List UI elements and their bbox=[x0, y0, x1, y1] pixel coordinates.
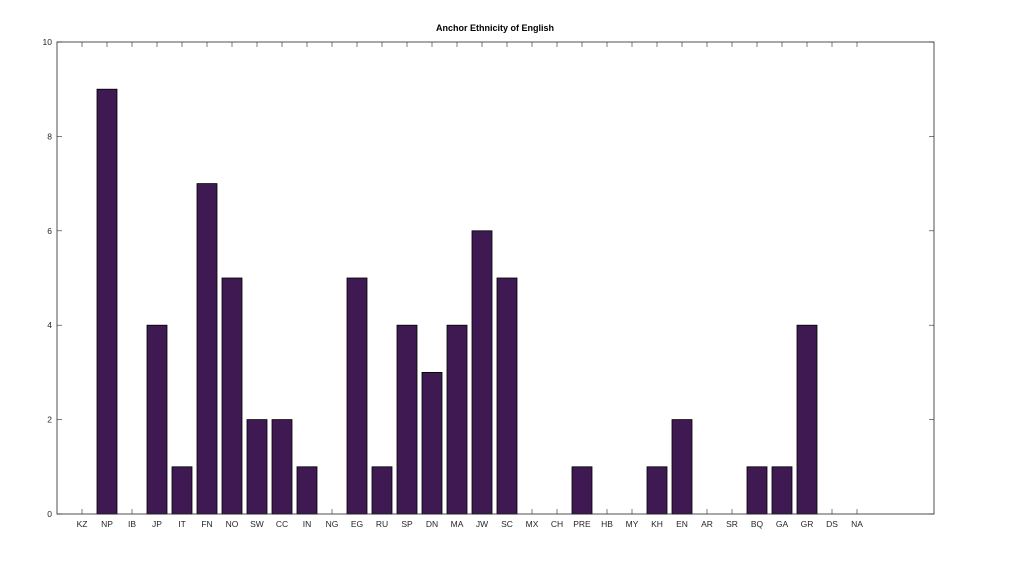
x-tick-label: SR bbox=[726, 519, 738, 529]
bar-ga bbox=[771, 466, 793, 515]
x-axis: KZ NP IB JP IT FN NO SW CC IN NG EG RU SP DN MA JW SC MX CH… bbox=[77, 42, 863, 529]
x-tick-label: NO bbox=[226, 519, 239, 529]
bar-jw bbox=[471, 230, 493, 515]
bar-sp bbox=[396, 324, 418, 515]
bar-cc bbox=[271, 419, 293, 515]
x-tick-label: CH bbox=[551, 519, 563, 529]
plot-frame bbox=[56, 41, 935, 515]
x-tick-label: KH bbox=[651, 519, 663, 529]
bar-sw bbox=[246, 419, 268, 515]
x-tick-label: BQ bbox=[751, 519, 764, 529]
x-tick-label: MY bbox=[626, 519, 639, 529]
bar-ru bbox=[371, 466, 393, 515]
x-tick-label: SC bbox=[501, 519, 513, 529]
x-tick-label: NP bbox=[101, 519, 113, 529]
x-tick-label: IT bbox=[178, 519, 186, 529]
x-tick-label: KZ bbox=[77, 519, 88, 529]
x-tick-label: HB bbox=[601, 519, 613, 529]
bar-jp bbox=[146, 324, 168, 515]
bar-fn bbox=[196, 183, 218, 515]
x-tick-label: GA bbox=[776, 519, 789, 529]
bar-it bbox=[171, 466, 193, 515]
x-tick-label: MA bbox=[451, 519, 464, 529]
bar-bq bbox=[746, 466, 768, 515]
chart-title: Anchor Ethnicity of English bbox=[436, 23, 554, 33]
x-tick-label: AR bbox=[701, 519, 713, 529]
bar-sc bbox=[496, 277, 518, 515]
y-tick-label: 8 bbox=[47, 131, 52, 141]
bar-eg bbox=[346, 277, 368, 515]
x-tick-label: EG bbox=[351, 519, 363, 529]
x-tick-label: SP bbox=[401, 519, 413, 529]
x-tick-label: RU bbox=[376, 519, 388, 529]
bar-en bbox=[671, 419, 693, 515]
bar-series bbox=[96, 88, 818, 515]
x-tick-label: GR bbox=[801, 519, 814, 529]
bar-gr bbox=[796, 324, 818, 515]
x-tick-label: SW bbox=[250, 519, 264, 529]
x-tick-label: DN bbox=[426, 519, 438, 529]
y-tick-label: 4 bbox=[47, 320, 52, 330]
bar-np bbox=[96, 88, 118, 515]
y-tick-label: 0 bbox=[47, 509, 52, 519]
x-tick-label: PRE bbox=[573, 519, 591, 529]
x-tick-label: NA bbox=[851, 519, 863, 529]
x-tick-label: JW bbox=[476, 519, 488, 529]
bar-kh bbox=[646, 466, 668, 515]
x-tick-label: IB bbox=[128, 519, 136, 529]
x-tick-label: NG bbox=[326, 519, 339, 529]
y-tick-label: 6 bbox=[47, 226, 52, 236]
x-tick-label: CC bbox=[276, 519, 288, 529]
bar-ma bbox=[446, 324, 468, 515]
bar-pre bbox=[571, 466, 593, 515]
bar-no bbox=[221, 277, 243, 515]
x-tick-label: EN bbox=[676, 519, 688, 529]
bar-in bbox=[296, 466, 318, 515]
x-tick-label: FN bbox=[201, 519, 212, 529]
y-tick-label: 10 bbox=[43, 37, 53, 47]
y-tick-label: 2 bbox=[47, 415, 52, 425]
x-tick-label: IN bbox=[303, 519, 312, 529]
bar-dn bbox=[421, 371, 443, 515]
x-tick-label: DS bbox=[826, 519, 838, 529]
x-tick-label: MX bbox=[526, 519, 539, 529]
x-tick-label: JP bbox=[152, 519, 162, 529]
